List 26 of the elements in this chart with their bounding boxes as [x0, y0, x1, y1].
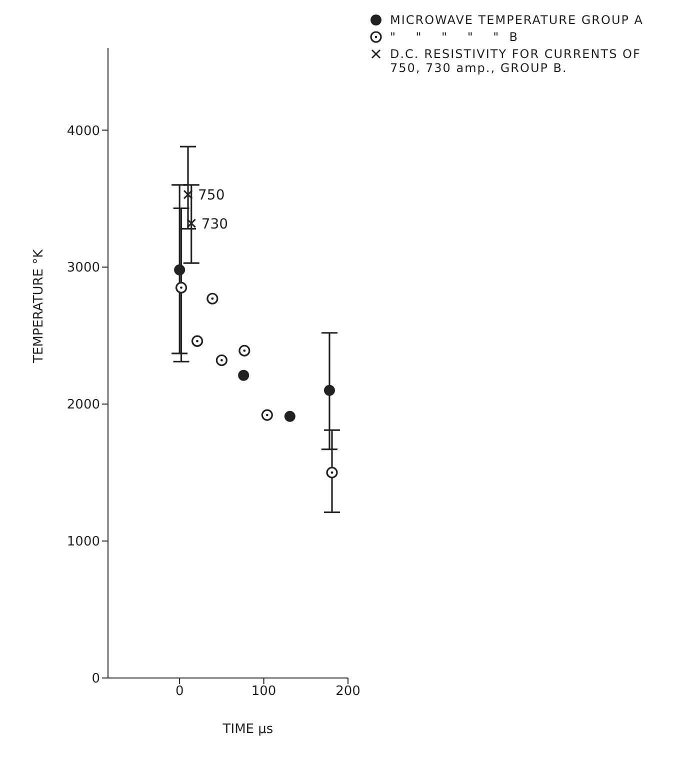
point: [216, 354, 228, 366]
legend-label: D.C. RESISTIVITY FOR CURRENTS OF 750, 730 amp., GROUP B.: [390, 47, 642, 75]
y-axis-title: TEMPERATURE °K: [32, 248, 47, 364]
point: [238, 344, 250, 356]
point: [261, 409, 273, 421]
annotation: 750: [198, 188, 225, 204]
point: [175, 282, 188, 294]
y-tick-label: 0: [92, 672, 100, 687]
x-axis-title: TIME μs: [222, 722, 274, 737]
point: [324, 384, 335, 396]
x-tick-label: 200: [336, 684, 360, 700]
annotation: 730: [201, 216, 228, 232]
point: [284, 410, 296, 422]
point: [191, 335, 204, 347]
legend-label: " " " " " B: [390, 30, 518, 44]
y-tick-label: 4000: [66, 124, 100, 139]
point: [238, 370, 250, 381]
y-tick-label: 2000: [66, 398, 100, 413]
point: [206, 292, 218, 304]
point: [174, 264, 186, 276]
x-tick-label: 100: [251, 684, 276, 700]
point: [326, 466, 338, 478]
y-tick-label: 3000: [66, 260, 100, 276]
x-tick-label: 0: [175, 684, 184, 700]
legend-label: MICROWAVE TEMPERATURE GROUP A: [390, 13, 644, 27]
y-tick-label: 1000: [66, 534, 100, 550]
